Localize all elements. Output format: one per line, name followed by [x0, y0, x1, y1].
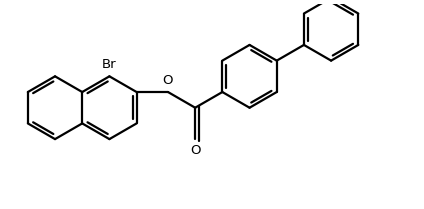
Text: Br: Br	[102, 58, 117, 71]
Text: O: O	[190, 144, 201, 157]
Text: O: O	[163, 74, 173, 87]
